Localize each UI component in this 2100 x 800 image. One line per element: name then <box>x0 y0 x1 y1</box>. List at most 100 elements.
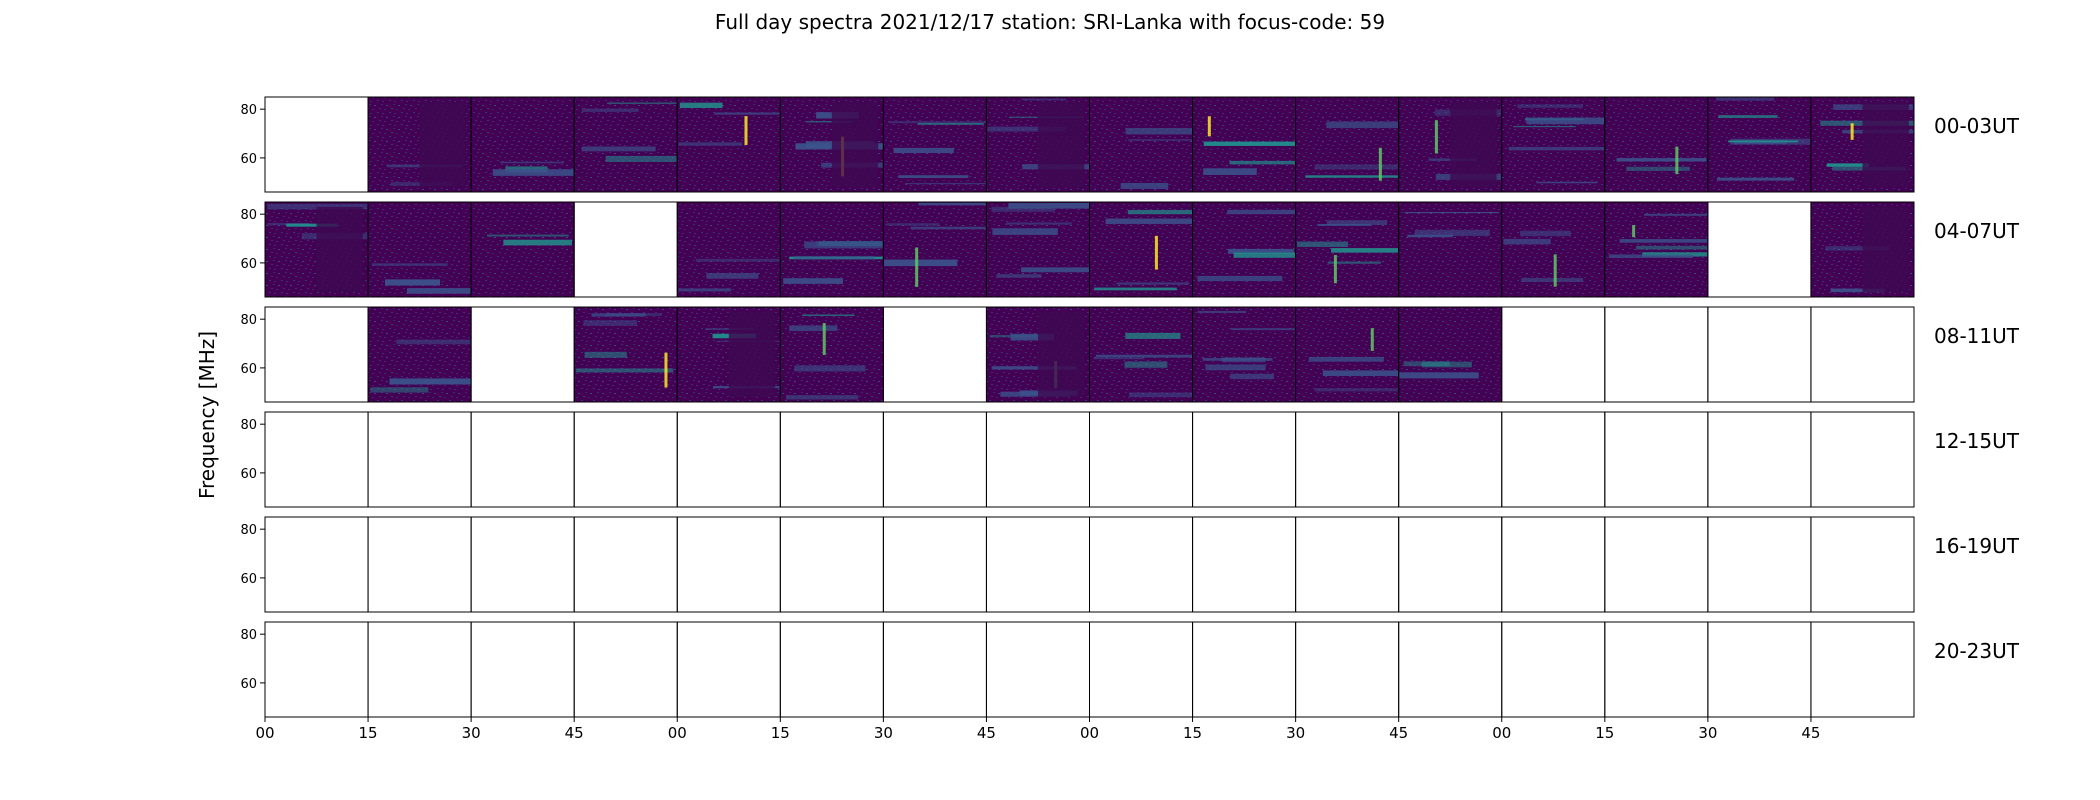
panel-border <box>264 411 369 508</box>
panel-border <box>1707 306 1812 403</box>
spectrogram-texture <box>1398 307 1502 402</box>
spectrogram-band <box>1830 288 1886 293</box>
spectrogram-band <box>1728 140 1798 143</box>
spectrogram-burst <box>915 247 919 287</box>
spectrogram-band <box>1314 388 1399 392</box>
panel-border <box>1398 516 1503 613</box>
spectrogram-band <box>1095 354 1193 358</box>
spectrogram-band <box>1120 182 1169 189</box>
spectrogram-dark-block <box>419 102 466 187</box>
x-tick-label: 00 <box>1492 724 1511 742</box>
spectrogram-texture <box>574 97 678 192</box>
chart-title: Full day spectra 2021/12/17 station: SRI… <box>714 10 1386 34</box>
spectrogram-texture <box>1501 202 1605 297</box>
y-tick-label: 60 <box>240 362 257 377</box>
panel-border <box>882 306 987 403</box>
spectrogram-band <box>1826 163 1869 167</box>
x-tick-label: 00 <box>255 724 274 742</box>
spectrogram-band <box>1503 238 1551 245</box>
x-tick-label: 00 <box>1080 724 1099 742</box>
spectrogram-texture <box>1398 202 1502 297</box>
spectrogram-band <box>1000 391 1070 397</box>
panel-border <box>1604 411 1709 508</box>
spectrogram-band <box>1608 254 1694 259</box>
spectrogram-band <box>1526 117 1605 125</box>
panel-border <box>367 621 472 718</box>
spectrogram-dark-block <box>728 312 776 397</box>
spectrogram-band <box>991 366 1077 370</box>
spectrogram-dark-block <box>1037 102 1085 187</box>
spectrogram-band <box>918 202 987 206</box>
y-tick-label: 60 <box>240 677 257 692</box>
panel-border <box>1295 516 1400 613</box>
panel-border <box>1810 96 1915 193</box>
spectrogram-burst <box>664 352 668 388</box>
y-tick-label: 60 <box>240 572 257 587</box>
spectrogram-band <box>1010 333 1054 341</box>
panel-border <box>779 621 884 718</box>
x-tick-label: 15 <box>771 724 790 742</box>
spectrogram-band <box>794 365 866 372</box>
panel-border <box>264 306 369 403</box>
row-label: 16-19UT <box>1934 534 2020 558</box>
spectrogram-band <box>1718 115 1778 118</box>
spectrogram-band <box>1305 175 1399 178</box>
panel-border <box>1707 201 1812 298</box>
spectrogram-band <box>1197 310 1247 313</box>
spectrogram-band <box>1399 372 1479 379</box>
x-tick-label: 15 <box>359 724 378 742</box>
spectrogram-band <box>1327 261 1381 264</box>
spectrogram-dark-block <box>316 207 363 292</box>
spectrogram-band <box>910 226 987 230</box>
spectrogram-band <box>1233 252 1296 258</box>
spectrogram-band <box>1520 230 1571 237</box>
spectrogram-band <box>1127 209 1193 215</box>
panel-border <box>470 621 575 718</box>
panel-border <box>985 516 1090 613</box>
spectrogram-band <box>1508 146 1605 151</box>
spectrogram-burst <box>1370 328 1374 351</box>
x-tick-label: 45 <box>1389 724 1408 742</box>
x-tick-label: 30 <box>462 724 481 742</box>
spectrogram-band <box>1717 177 1795 181</box>
panel-border <box>1089 621 1194 718</box>
panel-border <box>676 516 781 613</box>
spectrogram-dark-block <box>1862 207 1909 292</box>
spectrogram-band <box>883 259 958 267</box>
panel-border <box>985 411 1090 508</box>
spectrogram-band <box>1129 392 1193 398</box>
spectrogram-band <box>1521 277 1584 283</box>
spectrogram-band <box>584 351 627 358</box>
panel-border <box>1501 306 1606 403</box>
spectrogram-texture <box>1295 307 1399 402</box>
spectrogram-band <box>500 161 564 164</box>
x-tick-label: 30 <box>1698 724 1717 742</box>
spectrogram-burst <box>1154 235 1158 270</box>
spectrogram-band <box>1513 125 1576 128</box>
spectrogram-band <box>1221 357 1266 363</box>
spectrogram-band <box>893 147 954 154</box>
y-tick-label: 80 <box>240 208 257 223</box>
spectrogram-texture <box>1089 97 1193 192</box>
panel-border <box>573 411 678 508</box>
spectrogram-band <box>917 123 984 125</box>
panel-border <box>367 516 472 613</box>
spectrogram-band <box>1205 364 1266 371</box>
spectrogram-band <box>1314 164 1399 170</box>
spectrogram-burst <box>1632 225 1636 238</box>
spectrogram-burst <box>822 323 826 355</box>
spectrogram-band <box>1619 239 1708 243</box>
spectrogram-band <box>1326 220 1388 226</box>
spectrogram-band <box>492 169 575 176</box>
panel-border <box>264 96 369 193</box>
spectrogram-band <box>1322 370 1399 377</box>
spectrogram-band <box>503 239 572 246</box>
spectrogram-band <box>1308 356 1384 362</box>
spectrogram-band <box>605 155 678 162</box>
panel-border <box>1604 621 1709 718</box>
x-tick-label: 15 <box>1595 724 1614 742</box>
spectrogram-band <box>1116 282 1190 285</box>
spectrogram-band <box>1008 202 1090 209</box>
panel-border <box>1604 516 1709 613</box>
spectrogram-band <box>1421 361 1472 368</box>
